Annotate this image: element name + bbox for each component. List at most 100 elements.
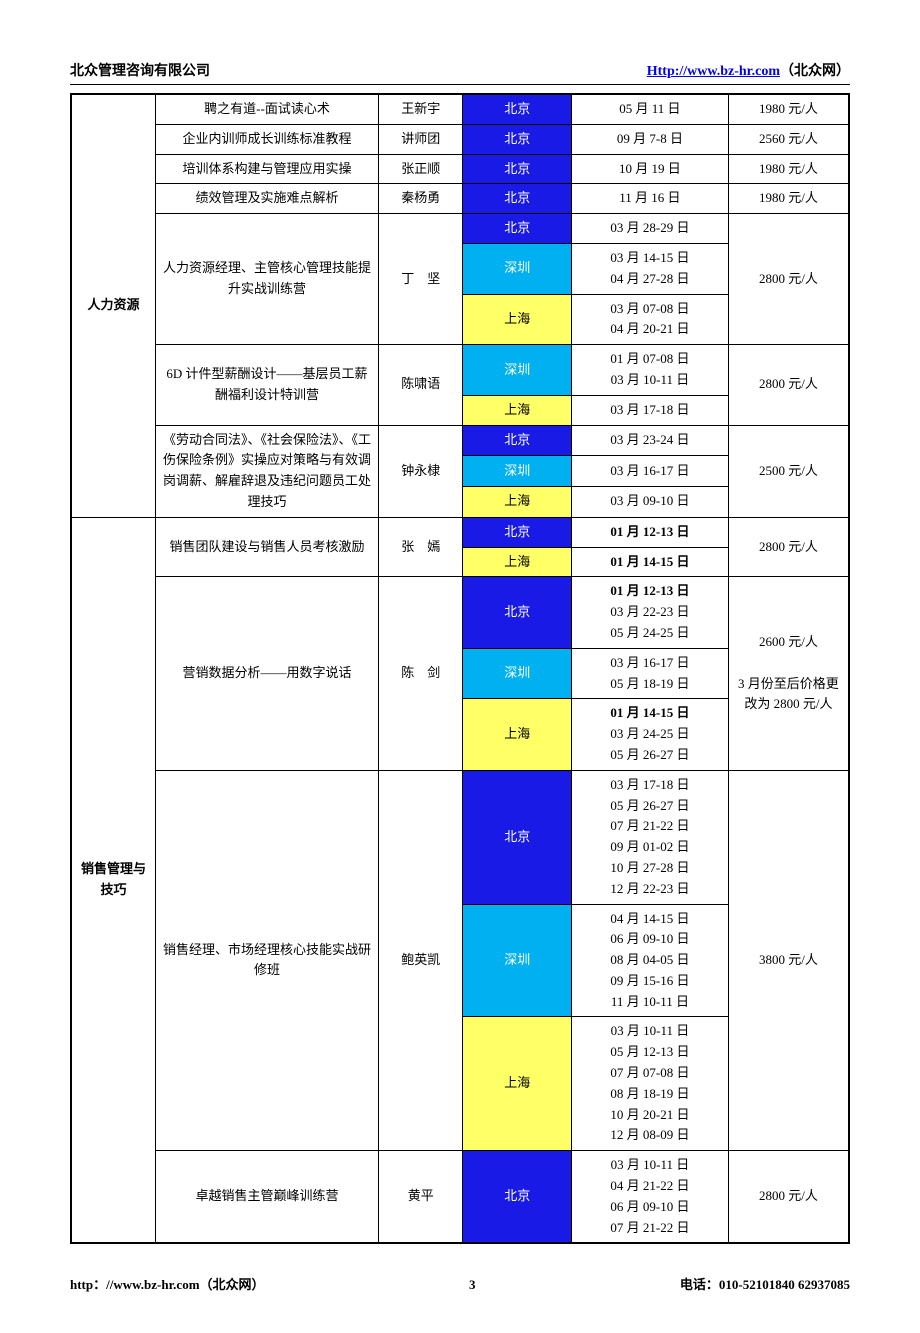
dates-cell: 03 月 17-18 日05 月 26-27 日07 月 21-22 日09 月…: [572, 770, 729, 904]
course-title-cell: 营销数据分析——用数字说话: [155, 577, 378, 770]
table-row: 卓越销售主管巅峰训练营黄平北京03 月 10-11 日04 月 21-22 日0…: [71, 1151, 849, 1244]
date-value: 03 月 28-29 日: [578, 218, 722, 239]
city-cell: 上海: [463, 395, 572, 425]
dates-cell: 03 月 17-18 日: [572, 395, 729, 425]
price-cell: 3800 元/人: [728, 770, 849, 1151]
dates-cell: 03 月 14-15 日04 月 27-28 日: [572, 243, 729, 294]
table-row: 绩效管理及实施难点解析秦杨勇北京11 月 16 日1980 元/人: [71, 184, 849, 214]
city-cell: 深圳: [463, 456, 572, 487]
date-value: 04 月 27-28 日: [578, 269, 722, 290]
date-value: 10 月 20-21 日: [578, 1105, 722, 1126]
course-title-cell: 销售经理、市场经理核心技能实战研修班: [155, 770, 378, 1151]
dates-cell: 01 月 12-13 日03 月 22-23 日05 月 24-25 日: [572, 577, 729, 648]
date-value: 08 月 04-05 日: [578, 950, 722, 971]
header-link-group: Http://www.bz-hr.com（北众网）: [647, 60, 850, 80]
dates-cell: 04 月 14-15 日06 月 09-10 日08 月 04-05 日09 月…: [572, 904, 729, 1017]
city-cell: 北京: [463, 214, 572, 244]
price-cell: 2800 元/人: [728, 345, 849, 425]
price-cell: 2600 元/人 3 月份至后价格更改为 2800 元/人: [728, 577, 849, 770]
date-value: 04 月 21-22 日: [578, 1176, 722, 1197]
date-value: 03 月 10-11 日: [578, 1155, 722, 1176]
course-title-cell: 6D 计件型薪酬设计——基层员工薪酬福利设计特训营: [155, 345, 378, 425]
header-link[interactable]: Http://www.bz-hr.com: [647, 64, 780, 79]
category-cell: 人力资源: [71, 94, 155, 517]
course-title-cell: 人力资源经理、主管核心管理技能提升实战训练营: [155, 214, 378, 345]
date-value: 11 月 10-11 日: [578, 992, 722, 1013]
date-value: 06 月 09-10 日: [578, 1197, 722, 1218]
footer-left: http：//www.bz-hr.com（北众网）: [70, 1274, 265, 1293]
date-value: 12 月 08-09 日: [578, 1125, 722, 1146]
date-value: 05 月 11 日: [578, 99, 722, 120]
instructor-cell: 讲师团: [379, 124, 463, 154]
date-value: 01 月 14-15 日: [578, 703, 722, 724]
dates-cell: 03 月 10-11 日04 月 21-22 日06 月 09-10 日07 月…: [572, 1151, 729, 1244]
dates-cell: 03 月 23-24 日: [572, 425, 729, 456]
price-cell: 2800 元/人: [728, 517, 849, 577]
price-cell: 2560 元/人: [728, 124, 849, 154]
course-title-cell: 培训体系构建与管理应用实操: [155, 154, 378, 184]
dates-cell: 03 月 28-29 日: [572, 214, 729, 244]
category-cell: 销售管理与技巧: [71, 517, 155, 1243]
instructor-cell: 秦杨勇: [379, 184, 463, 214]
course-title-cell: 销售团队建设与销售人员考核激励: [155, 517, 378, 577]
date-value: 09 月 7-8 日: [578, 129, 722, 150]
date-value: 05 月 12-13 日: [578, 1042, 722, 1063]
table-row: 销售管理与技巧销售团队建设与销售人员考核激励张 嫣北京01 月 12-13 日2…: [71, 517, 849, 547]
city-cell: 深圳: [463, 648, 572, 699]
date-value: 06 月 09-10 日: [578, 929, 722, 950]
date-value: 04 月 20-21 日: [578, 319, 722, 340]
table-row: 营销数据分析——用数字说话陈 剑北京01 月 12-13 日03 月 22-23…: [71, 577, 849, 648]
page-header: 北众管理咨询有限公司 Http://www.bz-hr.com（北众网）: [70, 60, 850, 85]
city-cell: 深圳: [463, 243, 572, 294]
dates-cell: 05 月 11 日: [572, 94, 729, 124]
dates-cell: 03 月 16-17 日05 月 18-19 日: [572, 648, 729, 699]
city-cell: 北京: [463, 425, 572, 456]
instructor-cell: 张 嫣: [379, 517, 463, 577]
date-value: 05 月 18-19 日: [578, 674, 722, 695]
date-value: 03 月 24-25 日: [578, 724, 722, 745]
date-value: 05 月 26-27 日: [578, 745, 722, 766]
date-value: 12 月 22-23 日: [578, 879, 722, 900]
city-cell: 北京: [463, 517, 572, 547]
course-title-cell: 卓越销售主管巅峰训练营: [155, 1151, 378, 1244]
date-value: 03 月 23-24 日: [578, 430, 722, 451]
city-cell: 北京: [463, 577, 572, 648]
header-company: 北众管理咨询有限公司: [70, 60, 210, 80]
table-row: 人力资源经理、主管核心管理技能提升实战训练营丁 坚北京03 月 28-29 日2…: [71, 214, 849, 244]
date-value: 11 月 16 日: [578, 188, 722, 209]
dates-cell: 10 月 19 日: [572, 154, 729, 184]
table-row: 培训体系构建与管理应用实操张正顺北京10 月 19 日1980 元/人: [71, 154, 849, 184]
instructor-cell: 陈 剑: [379, 577, 463, 770]
date-value: 05 月 26-27 日: [578, 796, 722, 817]
date-value: 10 月 19 日: [578, 159, 722, 180]
date-value: 07 月 21-22 日: [578, 1218, 722, 1239]
dates-cell: 03 月 09-10 日: [572, 487, 729, 518]
price-cell: 1980 元/人: [728, 184, 849, 214]
date-value: 01 月 07-08 日: [578, 349, 722, 370]
instructor-cell: 张正顺: [379, 154, 463, 184]
city-cell: 北京: [463, 184, 572, 214]
table-row: 销售经理、市场经理核心技能实战研修班鲍英凯北京03 月 17-18 日05 月 …: [71, 770, 849, 904]
city-cell: 上海: [463, 294, 572, 345]
date-value: 03 月 22-23 日: [578, 602, 722, 623]
dates-cell: 01 月 14-15 日03 月 24-25 日05 月 26-27 日: [572, 699, 729, 770]
date-value: 09 月 01-02 日: [578, 837, 722, 858]
date-value: 04 月 14-15 日: [578, 909, 722, 930]
footer-page-number: 3: [469, 1277, 476, 1293]
dates-cell: 01 月 14-15 日: [572, 547, 729, 577]
city-cell: 北京: [463, 154, 572, 184]
footer-right: 电话：010-52101840 62937085: [680, 1274, 850, 1293]
date-value: 03 月 16-17 日: [578, 653, 722, 674]
dates-cell: 11 月 16 日: [572, 184, 729, 214]
city-cell: 深圳: [463, 345, 572, 396]
instructor-cell: 黄平: [379, 1151, 463, 1244]
city-cell: 上海: [463, 487, 572, 518]
date-value: 01 月 12-13 日: [578, 522, 722, 543]
city-cell: 深圳: [463, 904, 572, 1017]
dates-cell: 03 月 16-17 日: [572, 456, 729, 487]
instructor-cell: 鲍英凯: [379, 770, 463, 1151]
course-title-cell: 企业内训师成长训练标准教程: [155, 124, 378, 154]
table-row: 企业内训师成长训练标准教程讲师团北京09 月 7-8 日2560 元/人: [71, 124, 849, 154]
date-value: 03 月 14-15 日: [578, 248, 722, 269]
dates-cell: 01 月 12-13 日: [572, 517, 729, 547]
